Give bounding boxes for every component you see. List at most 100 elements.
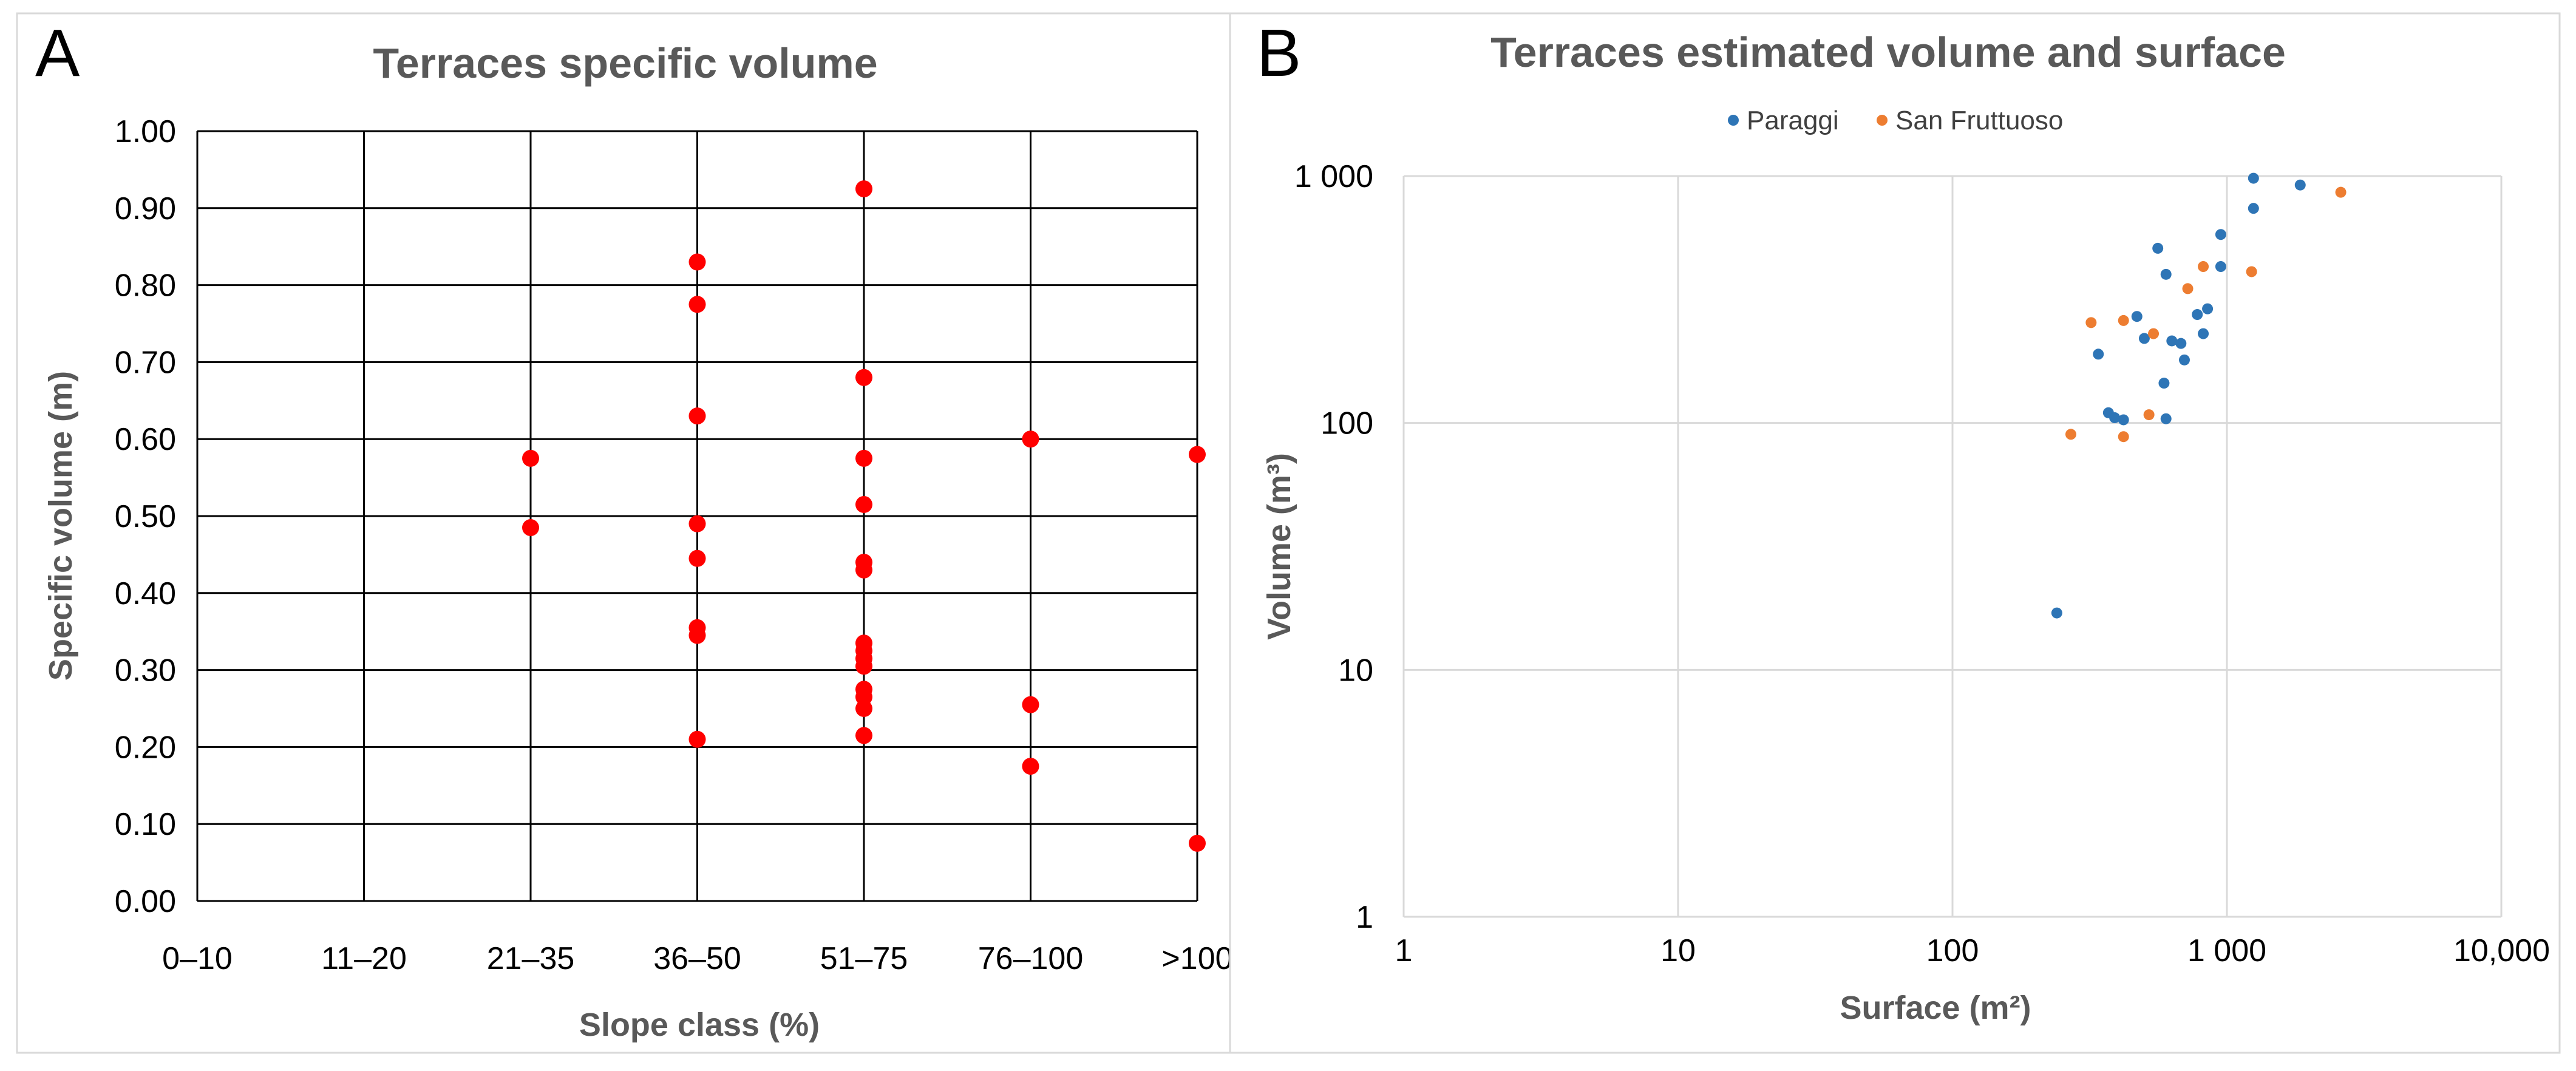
panel-b-grid xyxy=(1402,175,2503,918)
panel-b-y-tick-label: 1 xyxy=(1356,900,1373,935)
panel-a-x-axis-label: Slope class (%) xyxy=(579,1007,820,1043)
panel-a-x-tick-label: 11–20 xyxy=(321,941,407,976)
panel-b-y-tick-label: 10 xyxy=(1338,653,1373,688)
panel-a-data-point xyxy=(1022,758,1039,775)
panel-a-y-tick-label: 0.40 xyxy=(115,576,176,611)
panel-b-points xyxy=(2051,172,2347,619)
panel-a-y-ticks: 0.00 0.10 0.20 0.30 0.40 0.50 0.60 0.70 0.80 0.90… xyxy=(115,114,176,919)
panel-a-data-point xyxy=(1189,834,1206,852)
panel-b-data-point xyxy=(2202,303,2214,314)
panel-b-legend-label: San Fruttuoso xyxy=(1895,106,2063,135)
panel-b-data-point xyxy=(2335,186,2347,198)
panel-b-data-point xyxy=(2152,242,2164,254)
panel-a-y-tick-label: 0.80 xyxy=(115,268,176,304)
panel-a-data-point xyxy=(855,561,872,579)
panel-b-x-tick-label: 10,000 xyxy=(2453,933,2550,968)
panel-a-x-tick-label: 76–100 xyxy=(978,941,1084,976)
panel-b-data-point xyxy=(2118,314,2129,326)
panel-b-frame xyxy=(1229,12,2561,1054)
panel-a-data-point xyxy=(1022,430,1039,448)
panel-a-x-ticks: 0–10 11–20 21–35 36–50 51–75 76–100 >100 xyxy=(162,941,1232,976)
panel-b-data-point xyxy=(2198,261,2209,273)
panel-a-data-point xyxy=(855,727,872,744)
panel-b-legend: Paraggi San Fruttuoso xyxy=(1728,106,2063,135)
panel-b-x-tick-label: 1 000 xyxy=(2187,933,2266,968)
panel-b-data-point xyxy=(2065,429,2076,440)
panel-a-data-point xyxy=(1189,446,1206,463)
panel-b-y-tick-label: 100 xyxy=(1320,406,1373,441)
panel-b-data-point xyxy=(2175,338,2187,349)
panel-a-data-point xyxy=(688,730,706,748)
panel-a-y-tick-label: 1.00 xyxy=(115,114,176,149)
panel-a-data-point xyxy=(522,449,539,467)
panel-a-data-point xyxy=(688,627,706,644)
panel-b-x-ticks: 1 10 100 1 000 10,000 xyxy=(1395,933,2550,968)
panel-a-y-tick-label: 0.20 xyxy=(115,730,176,765)
panel-a-points xyxy=(522,180,1206,852)
panel-b-data-point xyxy=(2109,412,2121,424)
panel-a-data-point xyxy=(1022,696,1039,713)
panel-b-data-point xyxy=(2246,266,2257,277)
panel-b-volume-surface-chart: B Terraces estimated volume and surface … xyxy=(1229,12,2561,1054)
panel-b-legend-marker xyxy=(1877,115,1888,126)
panel-a-y-axis-label: Specific volume (m) xyxy=(42,371,79,681)
panel-a-y-tick-label: 0.00 xyxy=(115,884,176,919)
panel-b-data-point xyxy=(2160,268,2172,280)
panel-b-data-point xyxy=(2160,413,2172,424)
panel-a-frame xyxy=(16,12,1231,1054)
panel-a-data-point xyxy=(522,519,539,537)
panel-b-data-point xyxy=(2248,172,2259,184)
panel-b-data-point xyxy=(2148,328,2160,339)
panel-a-data-point xyxy=(688,549,706,567)
panel-a-y-tick-label: 0.90 xyxy=(115,191,176,226)
panel-a-x-tick-label: 36–50 xyxy=(653,941,741,976)
panel-b-y-ticks: 1 10 100 1 000 xyxy=(1294,159,1373,935)
panel-b-data-point xyxy=(2178,354,2190,365)
panel-b-data-point xyxy=(2294,179,2306,191)
panel-b-data-point xyxy=(2215,261,2226,273)
panel-b-data-point xyxy=(2215,229,2226,240)
panel-a-data-point xyxy=(688,407,706,425)
panel-b-x-tick-label: 1 xyxy=(1395,933,1413,968)
panel-a-data-point xyxy=(855,495,872,513)
panel-a-data-point xyxy=(688,253,706,271)
panel-b-data-point xyxy=(2198,328,2209,339)
panel-b-title: Terraces estimated volume and surface xyxy=(1490,29,2286,76)
panel-b-data-point xyxy=(2131,311,2143,322)
panel-a-y-tick-label: 0.30 xyxy=(115,653,176,688)
panel-a-x-tick-label: 21–35 xyxy=(487,941,575,976)
panel-b-data-point xyxy=(2182,283,2194,294)
panel-a-x-tick-label: >100 xyxy=(1161,941,1232,976)
panel-a-data-point xyxy=(855,449,872,467)
panel-a-x-tick-label: 0–10 xyxy=(162,941,233,976)
panel-b-x-tick-label: 10 xyxy=(1660,933,1696,968)
panel-a-data-point xyxy=(855,700,872,717)
panel-b-legend-marker xyxy=(1728,115,1739,126)
panel-b-data-point xyxy=(2166,335,2178,347)
panel-b-data-point xyxy=(2118,414,2129,426)
panel-b-data-point xyxy=(2248,203,2259,214)
panel-b-legend-label: Paraggi xyxy=(1747,106,1839,135)
panel-a-data-point xyxy=(855,369,872,386)
panel-b-data-point xyxy=(2118,431,2129,443)
panel-b-data-point xyxy=(2085,317,2097,328)
panel-b-data-point xyxy=(2143,409,2155,421)
panel-b-data-point xyxy=(2051,607,2062,619)
panel-a-data-point xyxy=(688,515,706,532)
panel-a-y-tick-label: 0.50 xyxy=(115,499,176,534)
panel-b-letter: B xyxy=(1257,16,1301,90)
panel-a-title: Terraces specific volume xyxy=(373,39,877,87)
panel-b-data-point xyxy=(2093,348,2104,360)
panel-a-y-tick-label: 0.70 xyxy=(115,345,176,380)
panel-b-data-point xyxy=(2192,309,2203,321)
panel-a-specific-volume-chart: A Terraces specific volume 0.00 0.10 0.20 0… xyxy=(16,12,1233,1054)
panel-a-data-point xyxy=(855,658,872,675)
panel-a-letter: A xyxy=(35,16,80,90)
panel-a-y-tick-label: 0.10 xyxy=(115,807,176,842)
panel-a-data-point xyxy=(855,180,872,198)
panel-a-x-tick-label: 51–75 xyxy=(820,941,908,976)
panel-b-data-point xyxy=(2158,378,2170,389)
panel-b-x-axis-label: Surface (m²) xyxy=(1840,990,2031,1026)
panel-a-data-point xyxy=(688,296,706,313)
